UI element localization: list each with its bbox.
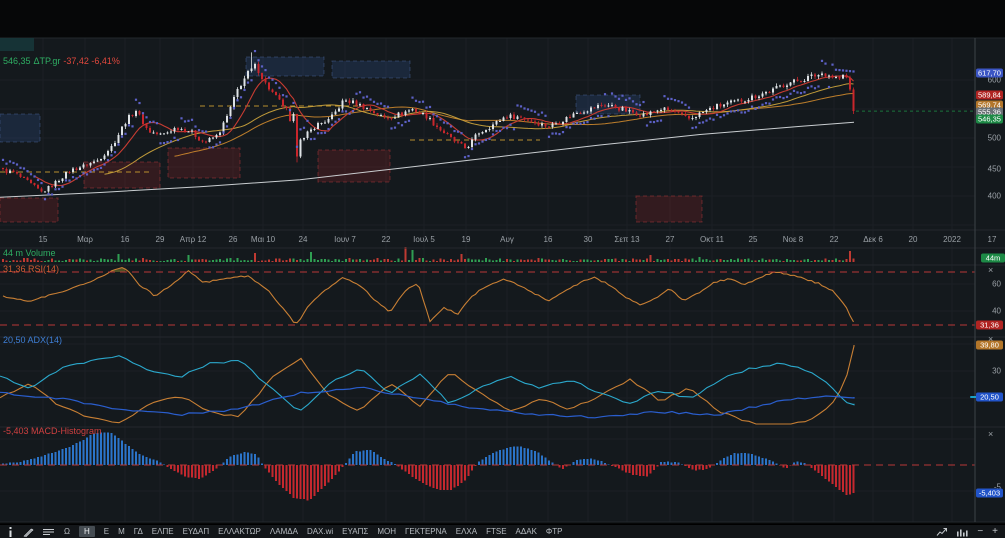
- date-axis-label: 22: [829, 235, 839, 244]
- price-legend[interactable]: 546,35 ΔTP.gr -37,42 -6,41%: [3, 56, 123, 66]
- close-pane-icon[interactable]: ×: [988, 429, 994, 439]
- list-icon[interactable]: [43, 527, 55, 537]
- date-axis-label: 26: [228, 235, 238, 244]
- rsi-value-badge: 31,36: [976, 320, 1003, 330]
- price-value-badge: 569,74: [976, 100, 1003, 110]
- price-change: -37,42 -6,41%: [63, 56, 120, 66]
- volume-value-badge: 44m: [981, 253, 1005, 263]
- date-axis-label: 19: [461, 235, 471, 244]
- ticker-tab-DAX.wi[interactable]: DAX.wi: [306, 527, 334, 536]
- symbol-name: ΔTP.gr: [33, 56, 61, 66]
- pencil-icon[interactable]: [23, 527, 34, 537]
- zoom-in-button[interactable]: +: [992, 525, 998, 537]
- bottom-toolbar: Ω Η Ε Μ ΓΔ ΕΛΠΕ ΕΥΔΑΠ ΕΛΛΑΚΤΩΡ ΛΑΜΔΑ DAX.wi ΕΥΑΠΣ Μ…: [0, 524, 1005, 538]
- date-axis-label: Νοε 8: [782, 235, 804, 244]
- adx-legend[interactable]: 20,50 ADX(14): [3, 335, 63, 345]
- date-axis-label: Απρ 12: [179, 235, 207, 244]
- macd-value-badge: -5,403: [976, 488, 1003, 498]
- timeframe-button-Ω[interactable]: Ω: [64, 527, 70, 536]
- ticker-tab-ΕΥΔΑΠ[interactable]: ΕΥΔΑΠ: [182, 527, 210, 536]
- date-axis-label: Μαρ: [77, 235, 93, 244]
- date-axis-label: Ιουν 7: [334, 235, 356, 244]
- panel-separators: [0, 37, 1005, 523]
- rsi-axis-tick: 40: [992, 306, 1001, 316]
- ma-30-line: [104, 83, 854, 175]
- ma-200-line: [0, 121, 855, 198]
- date-axis-label: 24: [298, 235, 308, 244]
- volume-bars: [1, 247, 855, 262]
- macd-legend[interactable]: -5,403 MACD-Histogram: [3, 426, 102, 436]
- ticker-tab-ΜΟΗ[interactable]: ΜΟΗ: [377, 527, 396, 536]
- zoom-out-button[interactable]: −: [977, 525, 984, 537]
- last-price-value: 546,35: [3, 56, 31, 66]
- price-value-badge: 617,70: [976, 68, 1003, 78]
- parabolic-sar-dots: [1, 49, 855, 201]
- date-axis-label: Οκτ 11: [700, 235, 724, 244]
- date-axis-label: Δεκ 6: [863, 235, 883, 244]
- rsi-legend[interactable]: 31,36 RSI(14): [3, 264, 60, 274]
- adx-axis-tick: 30: [992, 366, 1001, 376]
- adx-value-badge: 39,80: [976, 340, 1003, 350]
- date-axis-label: 29: [155, 235, 165, 244]
- date-axis-label: 22: [381, 235, 391, 244]
- volume-legend[interactable]: 44 m Volume: [3, 248, 56, 258]
- date-axis-label: 16: [120, 235, 130, 244]
- price-axis-tick: 500: [987, 133, 1001, 143]
- date-axis-label: Ιουλ 5: [413, 235, 435, 244]
- bars-style-icon[interactable]: [957, 527, 968, 537]
- date-axis-label: 2022: [943, 235, 961, 244]
- price-value-badge: 555,36: [976, 107, 1003, 117]
- adx-panel-lines: [0, 345, 855, 425]
- date-axis-label: Αυγ: [500, 235, 514, 244]
- price-axis-tick: 450: [987, 164, 1001, 174]
- timeframe-button-Ε[interactable]: Ε: [103, 527, 110, 536]
- info-icon[interactable]: [7, 526, 14, 537]
- ticker-tab-ΓΔ[interactable]: ΓΔ: [133, 527, 143, 536]
- date-axis-label: 16: [543, 235, 553, 244]
- ticker-tab-FTSE[interactable]: FTSE: [486, 527, 507, 536]
- price-value-badge: 589,84: [976, 90, 1003, 100]
- ticker-tab-ΓΕΚΤΕΡΝΑ[interactable]: ΓΕΚΤΕΡΝΑ: [404, 527, 447, 536]
- rsi-axis-tick: 60: [992, 279, 1001, 289]
- date-axis-label: 20: [908, 235, 918, 244]
- chart-style-icon[interactable]: [936, 527, 948, 537]
- price-axis-tick: 600: [987, 75, 1001, 85]
- candles: [1, 52, 855, 193]
- timeframe-button-Μ[interactable]: Μ: [118, 527, 125, 536]
- ticker-tab-ΕΛΛΑΚΤΩΡ[interactable]: ΕΛΛΑΚΤΩΡ: [218, 527, 261, 536]
- supply-demand-zones: [0, 56, 703, 223]
- date-axis-label: 25: [748, 235, 758, 244]
- date-axis-label: 17: [987, 235, 997, 244]
- ticker-tab-ΕΛΧΑ[interactable]: ΕΛΧΑ: [455, 527, 478, 536]
- ticker-tab-ΕΛΠΕ[interactable]: ΕΛΠΕ: [151, 527, 174, 536]
- date-axis-label: 27: [665, 235, 675, 244]
- ticker-tab-ΛΑΜΔΑ[interactable]: ΛΑΜΔΑ: [269, 527, 298, 536]
- close-pane-icon[interactable]: ×: [988, 265, 994, 275]
- macd-histogram: [0, 432, 975, 501]
- date-axis-label: Μαι 10: [250, 235, 276, 244]
- date-axis-label: 15: [38, 235, 48, 244]
- date-axis-label: 30: [583, 235, 593, 244]
- chart-canvas[interactable]: [0, 0, 1005, 524]
- close-pane-icon[interactable]: ×: [988, 334, 994, 344]
- adx-value-badge: 20,50: [976, 392, 1003, 402]
- price-value-badge: 546,35: [976, 114, 1003, 124]
- timeframe-button-Η[interactable]: Η: [78, 526, 95, 537]
- date-axis-label: Σεπ 13: [614, 235, 640, 244]
- chart-overlay: 546,35 ΔTP.gr -37,42 -6,41% 44 m Volume 31…: [3, 56, 1005, 498]
- ticker-tab-ΕΥΑΠΣ[interactable]: ΕΥΑΠΣ: [342, 527, 369, 536]
- rsi-panel-lines: [0, 267, 975, 326]
- macd-axis-tick: -5: [993, 482, 1001, 492]
- price-axis-tick: 400: [987, 191, 1001, 201]
- ticker-tab-ΦΤΡ[interactable]: ΦΤΡ: [545, 527, 563, 536]
- collapsed-panel-tab[interactable]: [0, 38, 34, 51]
- ticker-tab-ΑΔΑΚ[interactable]: ΑΔΑΚ: [515, 527, 537, 536]
